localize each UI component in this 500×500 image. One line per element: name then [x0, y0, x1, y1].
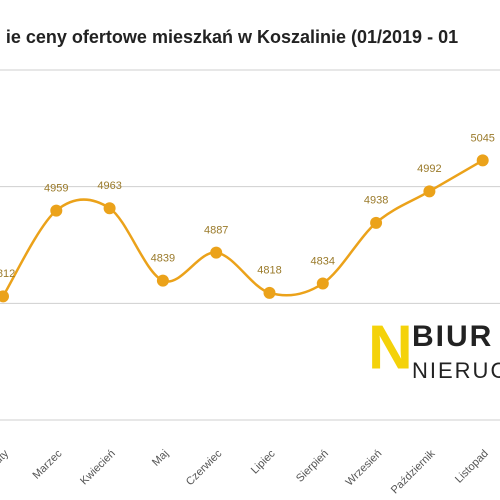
series-line [1, 159, 484, 297]
x-tick-label: Listopad [453, 448, 491, 486]
data-point [316, 277, 329, 290]
data-point [423, 185, 436, 198]
data-point [263, 286, 276, 299]
data-point [370, 216, 383, 229]
logo-line2: NIERUCH [412, 358, 500, 383]
data-label: 4963 [97, 180, 121, 192]
x-tick-label: Maj [150, 448, 171, 469]
data-label: 4839 [151, 252, 175, 264]
logo-letter: N [368, 313, 413, 382]
data-point [210, 246, 223, 259]
data-point [103, 202, 116, 215]
chart-title: ie ceny ofertowe mieszkań w Koszalinie (… [6, 27, 458, 47]
data-label: 4992 [417, 163, 441, 175]
x-tick-label: Czerwiec [184, 447, 225, 488]
data-label: 4818 [257, 265, 281, 277]
data-label: 4959 [44, 182, 68, 194]
x-tick-label: Marzec [30, 447, 64, 481]
data-label: 4887 [204, 224, 228, 236]
data-point [0, 290, 9, 303]
data-label: 5045 [470, 132, 494, 144]
data-point [156, 274, 169, 287]
x-tick-label: Lipiec [249, 447, 278, 476]
logo-line1: BIUR [412, 320, 493, 353]
x-tick-label: Wrzesień [344, 448, 385, 489]
x-tick-label: Kwiecień [78, 448, 118, 488]
data-label: 4938 [364, 195, 388, 207]
x-tick-label: Luty [0, 447, 12, 471]
data-point [50, 204, 63, 217]
data-label: 4812 [0, 268, 15, 280]
data-point [476, 154, 489, 167]
data-label: 4834 [311, 255, 335, 267]
x-tick-label: Październik [389, 447, 438, 496]
logo: N BIUR NIERUCH [368, 313, 500, 382]
x-tick-label: Sierpień [294, 448, 331, 485]
